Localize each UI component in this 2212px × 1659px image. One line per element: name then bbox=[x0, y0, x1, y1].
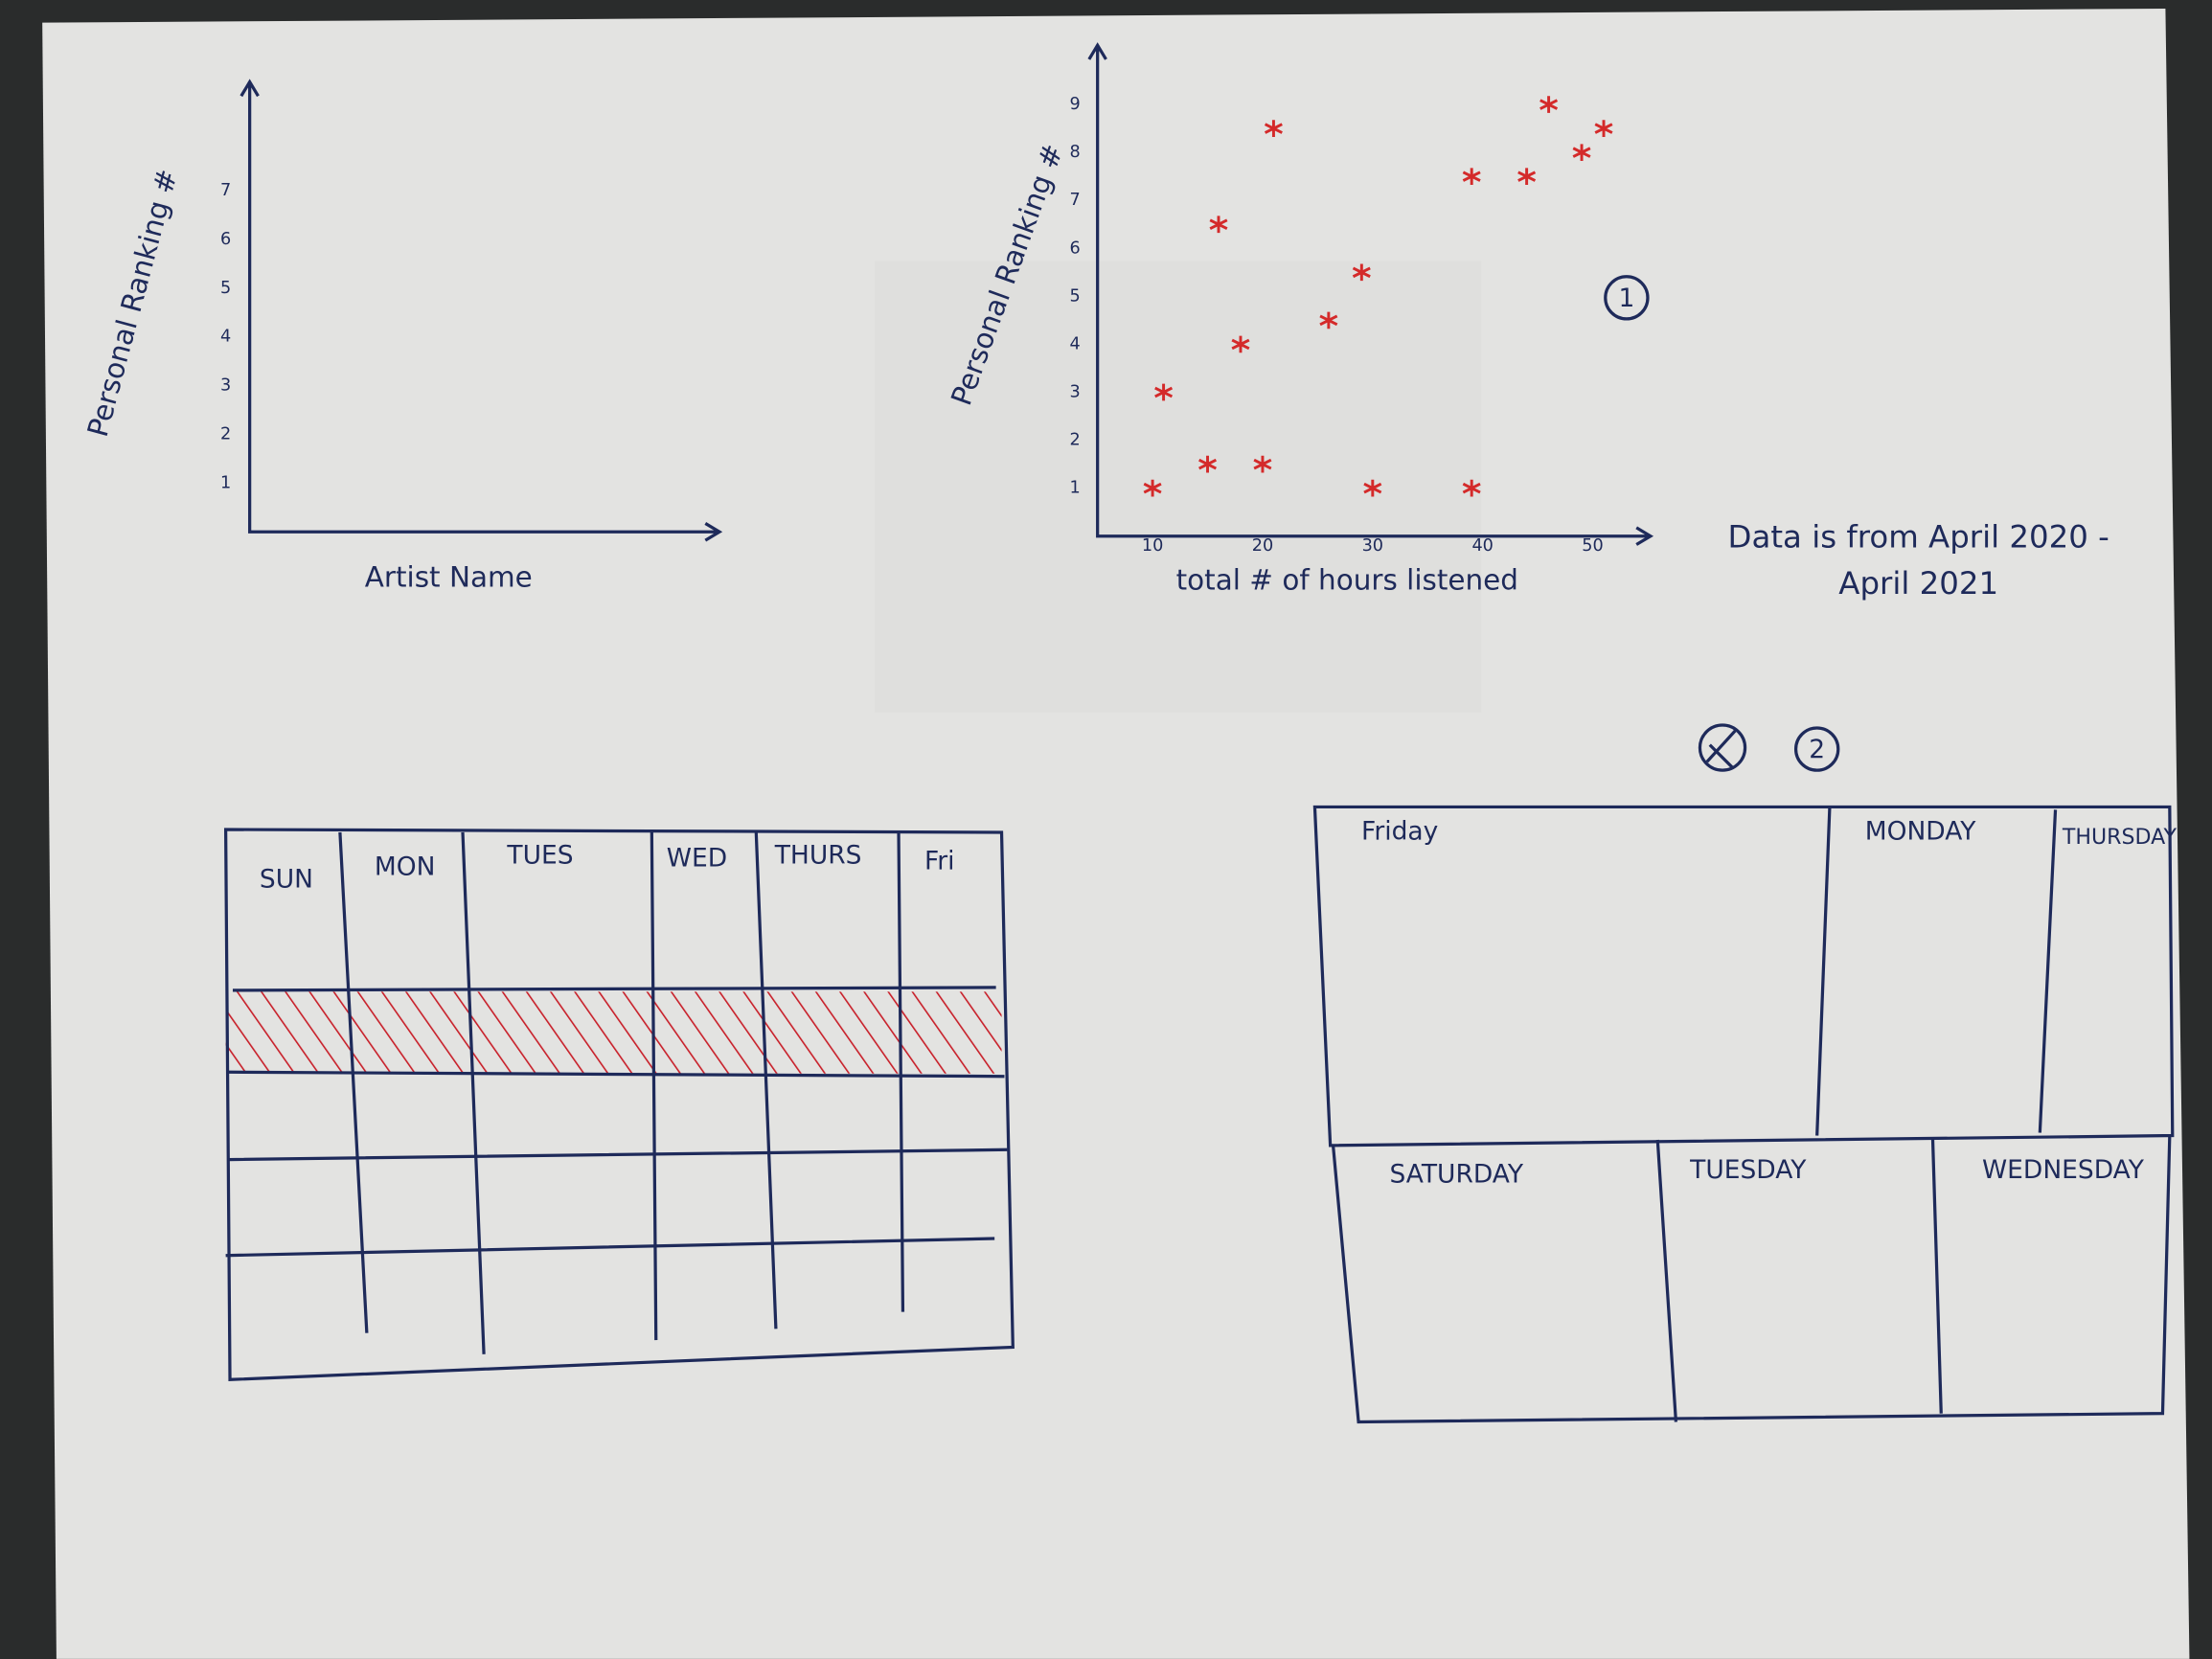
note: Data is from April 2020 - April 2021 bbox=[1727, 520, 2109, 602]
axes bbox=[239, 79, 723, 542]
x-tick-label: 10 bbox=[1142, 536, 1163, 556]
show-through bbox=[874, 261, 1482, 713]
treemap: Friday MONDAY THURSDAY SATURDAY TUESDAY … bbox=[1312, 805, 2178, 1424]
scribble bbox=[1705, 729, 1737, 769]
cell-label: WEDNESDAY bbox=[1982, 1155, 2145, 1185]
y-tick-label: 6 bbox=[220, 230, 231, 249]
y-tick-label: 2 bbox=[220, 425, 231, 444]
point bbox=[1253, 455, 1272, 473]
day-header: SUN bbox=[260, 865, 313, 895]
x-tick-label: 30 bbox=[1362, 536, 1383, 556]
y-tick-label: 2 bbox=[1069, 431, 1080, 450]
calendar-columns bbox=[338, 831, 905, 1354]
day-header: Fri bbox=[924, 846, 955, 875]
marker: 2 bbox=[1809, 735, 1825, 764]
axes bbox=[1087, 42, 1654, 546]
cell-label: TUESDAY bbox=[1689, 1155, 1807, 1185]
point bbox=[1352, 263, 1371, 282]
note-box: Data is from April 2020 - April 2021 bbox=[1727, 520, 2109, 602]
treemap-bottom bbox=[1331, 1135, 2172, 1424]
point bbox=[1572, 144, 1591, 161]
day-header: TUES bbox=[506, 840, 573, 870]
marker: 1 bbox=[1618, 284, 1634, 313]
y-tick-label: 1 bbox=[220, 473, 231, 492]
point bbox=[1143, 479, 1162, 497]
point bbox=[1517, 168, 1537, 186]
y-tick-label: 1 bbox=[1069, 479, 1080, 498]
cell-label: SATURDAY bbox=[1389, 1159, 1523, 1189]
x-tick-label: 20 bbox=[1252, 536, 1273, 556]
y-tick-label: 4 bbox=[1069, 334, 1080, 353]
x-tick-label: 40 bbox=[1471, 536, 1493, 556]
day-header: THURS bbox=[774, 840, 862, 870]
day-header: MON bbox=[375, 852, 436, 881]
y-tick-label: 5 bbox=[220, 279, 231, 298]
y-tick-label: 8 bbox=[1069, 143, 1080, 162]
calendar-rows bbox=[225, 986, 1008, 1258]
y-tick-label: 5 bbox=[1069, 286, 1080, 306]
point bbox=[1363, 479, 1382, 497]
y-tick-label: 6 bbox=[1069, 239, 1080, 258]
treemap-top bbox=[1312, 805, 2175, 1148]
x-tick-label: 50 bbox=[1582, 536, 1603, 556]
calendar: SUN MON TUES WED THURS Fri bbox=[223, 828, 1015, 1381]
point bbox=[1198, 455, 1218, 473]
point bbox=[1319, 311, 1338, 330]
marker-circle bbox=[1604, 275, 1650, 321]
y-tick-label: 7 bbox=[1069, 191, 1080, 210]
cell-label: THURSDAY bbox=[2062, 826, 2178, 850]
cell-label: MONDAY bbox=[1865, 816, 1977, 846]
point bbox=[1462, 479, 1481, 497]
x-axis-label: total # of hours listened bbox=[1176, 563, 1518, 596]
y-tick-label: 3 bbox=[220, 376, 231, 396]
point bbox=[1539, 96, 1559, 113]
treemap-top-dividers bbox=[1815, 807, 2058, 1136]
y-tick-label: 4 bbox=[220, 328, 231, 347]
point bbox=[1231, 335, 1250, 353]
y-tick-label: 7 bbox=[220, 181, 231, 200]
y-tick-label: 3 bbox=[1069, 383, 1080, 402]
point bbox=[1264, 120, 1283, 137]
hatched-row bbox=[225, 991, 1002, 1074]
marker-circle bbox=[1793, 726, 1840, 772]
point bbox=[1462, 168, 1481, 186]
x-axis-label: Artist Name bbox=[365, 560, 533, 593]
point bbox=[1209, 216, 1228, 234]
day-header: WED bbox=[667, 843, 727, 873]
crossed-marker bbox=[1698, 723, 1747, 772]
point bbox=[1594, 120, 1613, 137]
y-tick-label: 9 bbox=[1069, 95, 1080, 114]
calendar-frame bbox=[223, 828, 1015, 1381]
point bbox=[1154, 383, 1174, 401]
cell-label: Friday bbox=[1361, 816, 1438, 846]
